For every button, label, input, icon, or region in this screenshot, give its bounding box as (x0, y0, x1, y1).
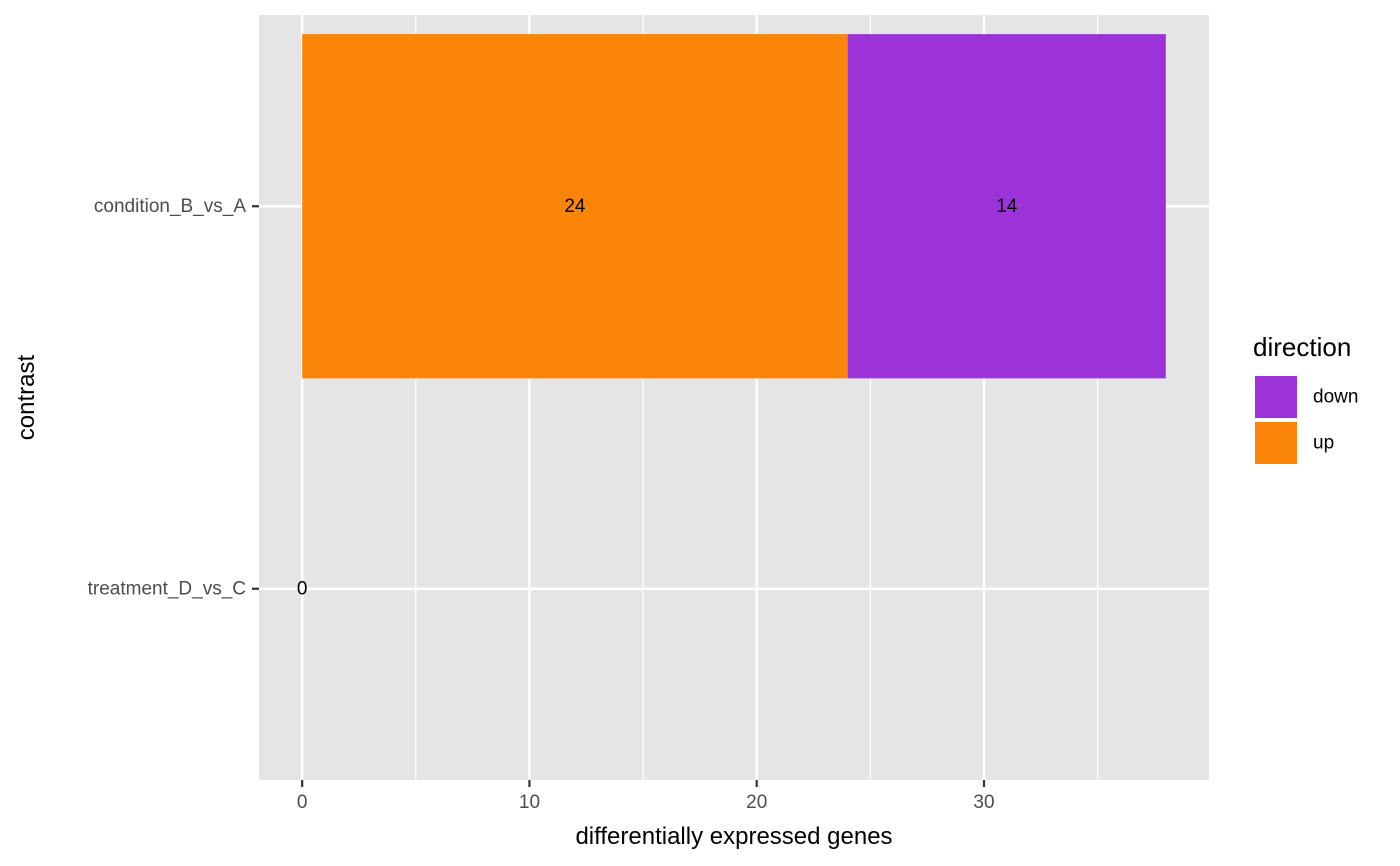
legend-label-down: down (1313, 387, 1358, 408)
data-label-treatment-d-vs-c-up: 0 (297, 578, 308, 599)
legend-title: direction (1253, 332, 1351, 362)
y-tick-label-condition-b-vs-a: condition_B_vs_A (94, 196, 246, 217)
legend-key-down (1253, 374, 1299, 420)
bars (302, 34, 1166, 379)
axes: 0 10 20 30 condition_B_vs_A treatment_D_vs_C (88, 196, 995, 813)
data-labels: 24 14 0 (297, 196, 1018, 600)
bar-condition-b-vs-a-down (847, 34, 1166, 379)
x-tick-label: 20 (746, 792, 767, 813)
legend-key-up (1253, 420, 1299, 466)
x-tick-label: 0 (297, 792, 308, 813)
data-label-condition-b-vs-a-down: 14 (996, 196, 1018, 217)
data-label-condition-b-vs-a-up: 24 (564, 196, 586, 217)
legend-label-up: up (1313, 433, 1334, 454)
x-tick-label: 10 (519, 792, 540, 813)
legend: direction down up (1253, 332, 1358, 466)
y-tick-label-treatment-d-vs-c: treatment_D_vs_C (88, 578, 246, 599)
y-axis-title: contrast (13, 354, 40, 440)
x-tick-label: 30 (973, 792, 994, 813)
bar-condition-b-vs-a-up (302, 34, 848, 379)
x-axis-title: differentially expressed genes (575, 823, 892, 850)
